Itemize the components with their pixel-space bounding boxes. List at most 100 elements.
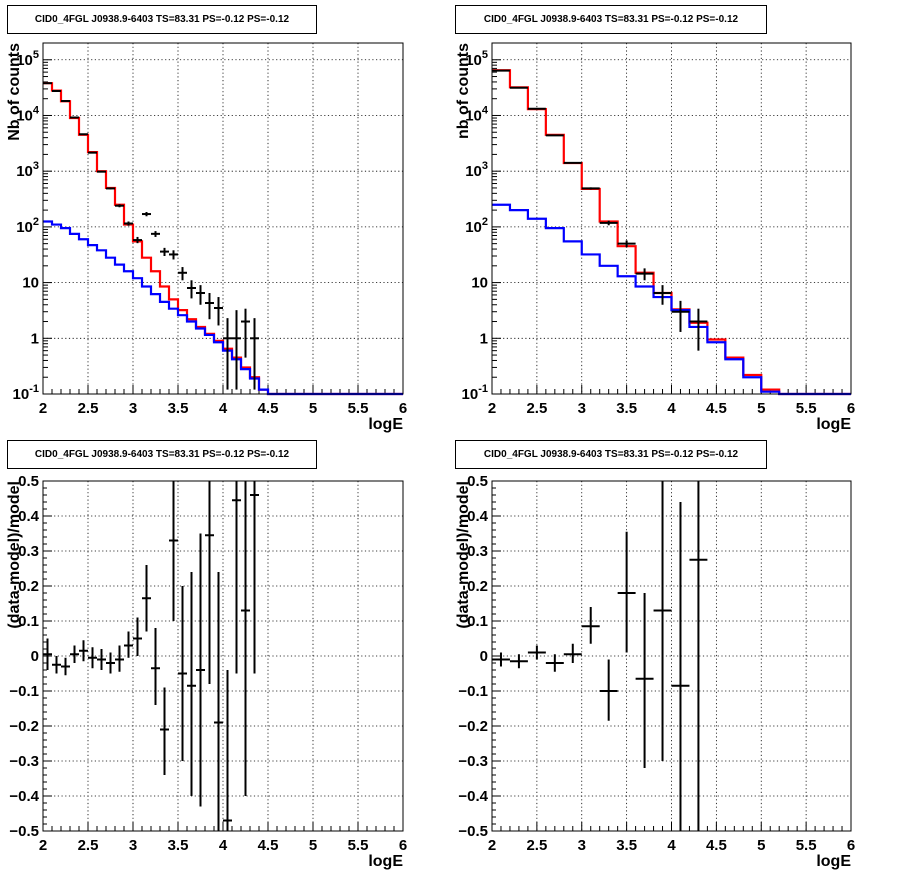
data-point [97, 170, 106, 173]
x-tick-label: 6 [399, 400, 407, 417]
x-tick-label: 4.5 [706, 837, 727, 854]
x-axis-title: logE [816, 416, 851, 433]
data-point [232, 310, 241, 390]
plot-frame [491, 480, 852, 832]
y-tick-label: 0.1 [467, 613, 488, 630]
pad-title-bottom-right: CID0_4FGL J0938.9-6403 TS=83.31 PS=-0.12… [455, 440, 767, 469]
x-tick-label: 6 [847, 837, 855, 854]
y-tick-label: 1 [480, 330, 488, 347]
data-point [88, 151, 97, 154]
y-axis-title: nb of counts [455, 43, 472, 139]
data-point [178, 267, 187, 281]
data-point [205, 481, 214, 684]
data-point [527, 645, 546, 660]
y-tick-label: 103 [16, 160, 39, 180]
x-axis-title: logE [816, 853, 851, 870]
data-point [88, 647, 97, 669]
data-point [187, 572, 196, 796]
y-tick-label: 10 [22, 275, 39, 292]
data-point [43, 638, 52, 670]
data-point [115, 645, 124, 672]
data-point [133, 617, 142, 656]
data-point [151, 231, 160, 237]
y-tick-label: 105 [465, 49, 488, 69]
data-point [142, 212, 151, 217]
x-tick-label: 3.5 [168, 400, 189, 417]
data-point [106, 187, 115, 190]
y-tick-label: 0.2 [467, 578, 488, 595]
y-tick-label: −0.3 [9, 753, 39, 770]
x-tick-label: 2.5 [78, 837, 99, 854]
y-tick-label: 102 [16, 216, 39, 236]
data-point [214, 572, 223, 831]
data-point [671, 300, 690, 332]
y-tick-label: 10-1 [462, 383, 488, 403]
panel-top-left-counts: 2 2.5 3 3.5 4 4.5 5 5.5 6 10-1 1 10 102 103 104 105 logE… [6, 42, 407, 433]
x-tick-label: 2 [39, 837, 47, 854]
x-tick-label: 3.5 [616, 837, 637, 854]
y-tick-label: −0.5 [9, 823, 39, 840]
y-tick-label: 1 [31, 330, 39, 347]
plot-frame [491, 42, 852, 395]
data-point [205, 293, 214, 320]
y-tick-label: 105 [16, 49, 39, 69]
data-point [142, 565, 151, 632]
y-tick-label: 104 [16, 104, 40, 124]
data-point [563, 161, 582, 164]
data-point [196, 533, 205, 807]
data-point [689, 481, 708, 831]
panel-bottom-right-residuals: 2 2.5 3 3.5 4 4.5 5 5.5 6 −0.5 −0.4 −0.3 −0.2 −0.1 0 0.… [455, 473, 855, 870]
data-point [106, 652, 115, 674]
y-tick-label: 0.3 [467, 543, 488, 560]
y-tick-label: 0.2 [18, 578, 39, 595]
data-point [160, 687, 169, 775]
y-tick-label: −0.4 [458, 788, 488, 805]
data-point [223, 670, 232, 831]
y-tick-label: 10 [471, 275, 488, 292]
y-tick-label: −0.1 [9, 683, 39, 700]
data-point [509, 654, 528, 669]
y-tick-label: −0.4 [9, 788, 39, 805]
data-point [617, 531, 636, 653]
y-tick-label: −0.2 [9, 718, 39, 735]
data-point [115, 204, 124, 208]
plot-frame [42, 480, 404, 832]
y-tick-label: 104 [465, 104, 489, 124]
data-point [250, 318, 259, 390]
pad-title-top-left: CID0_4FGL J0938.9-6403 TS=83.31 PS=-0.12… [7, 5, 317, 34]
panel-top-right-counts: 2 2.5 3 3.5 4 4.5 5 5.5 6 10-1 1 10 102 103 104 105 logE… [455, 42, 855, 433]
x-tick-label: 5.5 [796, 837, 817, 854]
data-point [124, 631, 133, 658]
data-point [79, 133, 88, 136]
x-tick-label: 2 [488, 400, 496, 417]
x-tick-label: 5 [757, 837, 765, 854]
x-tick-label: 4 [219, 837, 228, 854]
data-point [70, 645, 79, 663]
x-tick-label: 2 [39, 400, 47, 417]
data-point [151, 628, 160, 705]
y-tick-label: −0.2 [458, 718, 488, 735]
data-point [79, 640, 88, 662]
x-tick-label: 5 [309, 837, 317, 854]
x-axis-title: logE [368, 416, 403, 433]
data-point [223, 318, 232, 390]
data-point [653, 481, 672, 761]
data-point [61, 657, 70, 676]
data-point [599, 220, 618, 226]
y-tick-label: 0 [31, 648, 39, 665]
data-point [581, 607, 600, 644]
y-axis-title: (data-model)/model [455, 481, 472, 629]
x-tick-label: 3 [578, 400, 586, 417]
y-tick-label: 0.4 [467, 508, 489, 525]
y-tick-label: 0.3 [18, 543, 39, 560]
y-tick-label: 10-1 [13, 383, 39, 403]
x-tick-label: 4.5 [258, 400, 279, 417]
data-point [70, 116, 79, 119]
data-point [653, 285, 672, 305]
data-point [563, 643, 582, 663]
data-point [635, 593, 654, 768]
data-point [169, 481, 178, 621]
data-point [214, 297, 223, 326]
x-tick-label: 3.5 [616, 400, 637, 417]
